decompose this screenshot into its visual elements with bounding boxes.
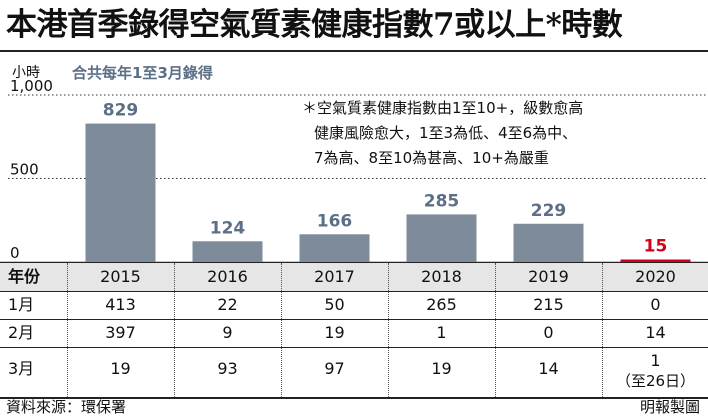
bar-value-label: 166 xyxy=(317,211,353,231)
cell-value: 1 xyxy=(650,351,661,370)
table-cell: 9 xyxy=(222,323,233,342)
column-separator xyxy=(174,263,175,397)
table-cell: 19 xyxy=(324,323,345,342)
table-cell: 215 xyxy=(533,295,564,314)
table-cell: 1 xyxy=(436,323,447,342)
bar-2017 xyxy=(299,234,370,262)
bar-2015 xyxy=(85,123,156,262)
table-row: 1月 413 22 50 265 215 0 xyxy=(0,291,708,319)
y-axis-unit: 小時 xyxy=(12,65,40,81)
column-separator xyxy=(388,263,389,397)
header-label: 年份 xyxy=(8,267,41,286)
note-line-1: ＊空氣質素健康指數由1至10+，級數愈高 xyxy=(302,99,584,117)
bar-2018 xyxy=(406,214,477,262)
bar-chart: 0 500 1,000 829 124 166 285 229 15 xyxy=(0,80,708,264)
bar-value-label: 285 xyxy=(424,191,460,211)
year-header: 2016 xyxy=(207,267,248,286)
bar-value-label: 124 xyxy=(210,218,246,238)
table-cell: 93 xyxy=(217,359,238,378)
month-label: 2月 xyxy=(8,323,35,342)
month-label: 3月 xyxy=(8,359,35,378)
bar-value-label: 229 xyxy=(531,201,567,221)
source-credit: 資料來源：環保署 xyxy=(6,398,127,416)
table-rule xyxy=(0,397,708,399)
year-header: 2017 xyxy=(314,267,355,286)
bar-value-label: 829 xyxy=(103,101,139,121)
headline-rule xyxy=(0,50,708,52)
headline: 本港首季錄得空氣質素健康指數7或以上*時數 xyxy=(6,7,623,43)
year-header: 2019 xyxy=(528,267,569,286)
table-cell: 22 xyxy=(217,295,238,314)
column-separator xyxy=(602,263,603,397)
table-row: 3月 19 93 97 19 14 1 （至26日） xyxy=(0,347,708,397)
table-rule xyxy=(0,319,708,320)
table-rule xyxy=(0,347,708,348)
column-separator xyxy=(281,263,282,397)
cell-footnote: （至26日） xyxy=(615,372,696,390)
y-tick-label: 1,000 xyxy=(10,80,53,95)
table-cell: 19 xyxy=(431,359,452,378)
table-cell: 14 xyxy=(538,359,559,378)
table-rule xyxy=(0,291,708,292)
column-separator xyxy=(495,263,496,397)
note-line-2: 健康風險愈大，1至3為低、4至6為中、 xyxy=(314,124,578,142)
chart-subtitle: 合共每年1至3月錄得 xyxy=(72,64,213,82)
table-cell: 50 xyxy=(324,295,345,314)
year-header: 2015 xyxy=(100,267,141,286)
y-tick-label: 500 xyxy=(10,161,39,179)
table-cell: 97 xyxy=(324,359,345,378)
table-cell: 0 xyxy=(650,295,661,314)
table-cell: 14 xyxy=(645,323,666,342)
bar-value-label: 15 xyxy=(644,236,668,256)
year-header: 2018 xyxy=(421,267,462,286)
table-cell: 19 xyxy=(110,359,131,378)
graphic-credit: 明報製圖 xyxy=(639,398,700,416)
table-cell: 0 xyxy=(543,323,554,342)
y-tick-label: 0 xyxy=(10,244,20,262)
bar-2016 xyxy=(192,241,263,262)
column-separator xyxy=(67,263,68,397)
bar-2020 xyxy=(620,259,691,262)
table-header-row: 年份 2015 2016 2017 2018 2019 2020 xyxy=(0,263,708,291)
footnote-definition: ＊空氣質素健康指數由1至10+，級數愈高 健康風險愈大，1至3為低、4至6為中、… xyxy=(302,96,702,171)
table-cell: 265 xyxy=(426,295,457,314)
table-row: 2月 397 9 19 1 0 14 xyxy=(0,319,708,347)
month-label: 1月 xyxy=(8,295,35,314)
note-line-3: 7為高、8至10為甚高、10+為嚴重 xyxy=(314,149,549,167)
table-cell: 1 （至26日） xyxy=(602,351,708,391)
table-cell: 413 xyxy=(105,295,136,314)
year-header: 2020 xyxy=(635,267,676,286)
bar-2019 xyxy=(513,223,584,262)
table-cell: 397 xyxy=(105,323,136,342)
